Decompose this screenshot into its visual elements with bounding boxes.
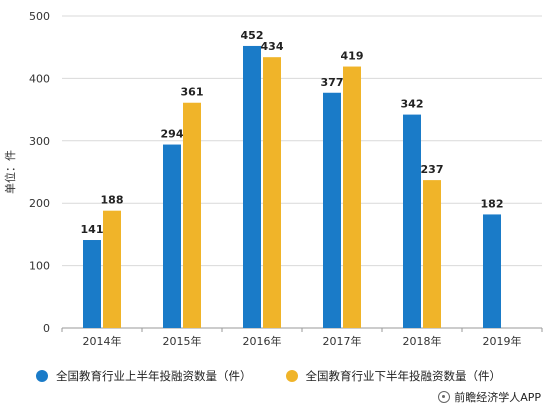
- bar-second-half: [423, 180, 441, 328]
- data-label: 419: [341, 50, 364, 63]
- x-tick-label: 2014年: [83, 334, 122, 348]
- legend-item-second-half: 全国教育行业下半年投融资数量（件）: [285, 368, 502, 384]
- legend-dot-orange: [285, 370, 298, 382]
- x-tick-label: 2018年: [403, 334, 442, 348]
- data-label: 188: [101, 194, 124, 207]
- bar-second-half: [343, 66, 361, 328]
- y-axis-title: 单位：件: [3, 150, 17, 194]
- data-label: 141: [81, 223, 104, 236]
- y-tick-label: 300: [29, 135, 50, 148]
- bar-second-half: [263, 57, 281, 329]
- y-tick-label: 500: [29, 10, 50, 23]
- x-tick-label: 2019年: [483, 334, 522, 348]
- y-tick-label: 400: [29, 72, 50, 85]
- data-label: 342: [401, 98, 424, 111]
- x-tick-label: 2017年: [323, 334, 362, 348]
- bar-second-half: [103, 210, 121, 328]
- source-text: 前瞻经济学人APP: [454, 391, 541, 404]
- data-label: 361: [181, 86, 204, 99]
- legend-label-second-half: 全国教育行业下半年投融资数量（件）: [305, 369, 502, 383]
- bar-first-half: [483, 214, 501, 328]
- bar-first-half: [243, 45, 261, 329]
- bar-first-half: [163, 144, 181, 328]
- bar-first-half: [83, 240, 101, 328]
- legend: 全国教育行业上半年投融资数量（件） 全国教育行业下半年投融资数量（件）: [36, 368, 535, 384]
- data-label: 237: [421, 163, 444, 176]
- x-tick-label: 2015年: [163, 334, 202, 348]
- x-tick-label: 2016年: [243, 334, 282, 348]
- data-label: 452: [241, 29, 264, 42]
- y-tick-label: 100: [29, 260, 50, 273]
- source-label: 前瞻经济学人APP: [438, 389, 541, 405]
- y-tick-label: 200: [29, 197, 50, 210]
- legend-label-first-half: 全国教育行业上半年投融资数量（件）: [56, 369, 252, 383]
- bar-first-half: [403, 114, 421, 328]
- bar-second-half: [183, 102, 201, 329]
- eye-logo-icon: [438, 391, 451, 403]
- data-label: 377: [321, 76, 344, 89]
- data-label: 294: [161, 128, 184, 141]
- legend-dot-blue: [36, 370, 48, 382]
- data-label: 434: [261, 40, 284, 53]
- bar-first-half: [323, 92, 341, 328]
- data-label: 182: [481, 197, 504, 210]
- y-tick-label: 0: [43, 322, 50, 335]
- legend-item-first-half: 全国教育行业上半年投融资数量（件）: [36, 368, 252, 384]
